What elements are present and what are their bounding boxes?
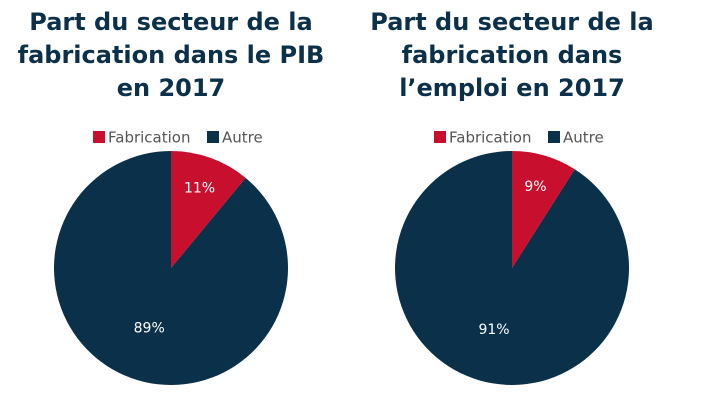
slice-label: 89% — [134, 321, 165, 337]
chart-title: Part du secteur de la fabrication dans l… — [370, 8, 654, 102]
legend-swatch — [548, 131, 560, 143]
slice-label: 91% — [478, 322, 509, 338]
legend-text: Autre — [222, 129, 263, 147]
chart-title: Part du secteur de la fabrication dans l… — [17, 8, 325, 102]
pie-slice — [171, 151, 246, 268]
pie-slice — [54, 151, 288, 386]
legend-text: Fabrication — [449, 129, 531, 147]
legend-swatch — [207, 131, 219, 143]
slice-label: 9% — [524, 179, 546, 195]
legend-text: Fabrication — [108, 129, 190, 147]
slice-label: 11% — [184, 181, 215, 197]
legend-swatch — [93, 131, 105, 143]
pie-slice — [395, 151, 629, 386]
pie-slice — [512, 151, 575, 268]
legend-swatch — [434, 131, 446, 143]
legend-text: Autre — [563, 129, 604, 147]
